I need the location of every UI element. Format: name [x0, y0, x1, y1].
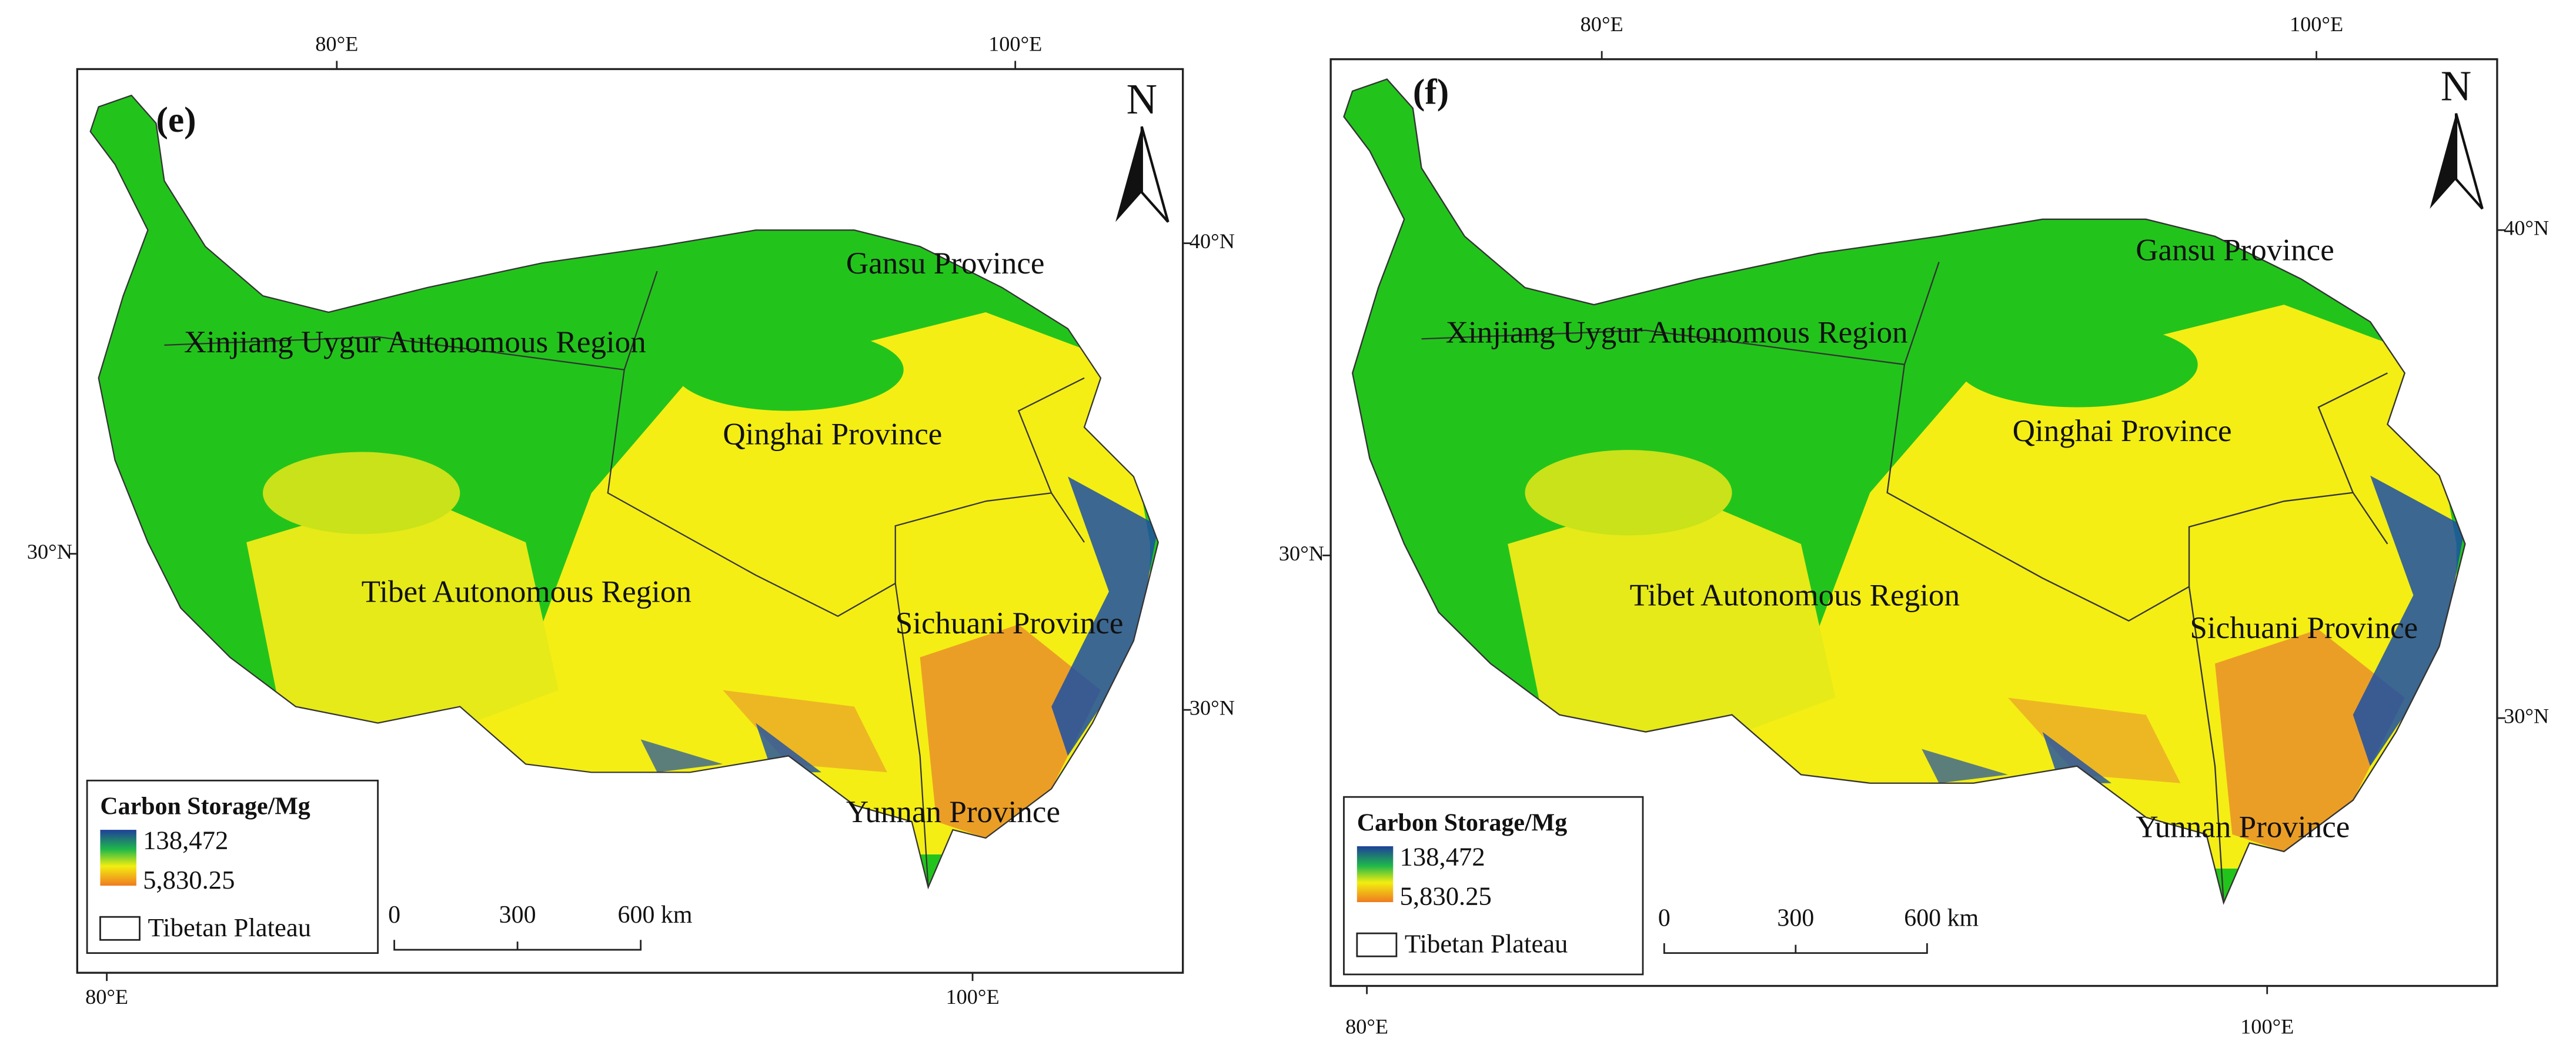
longitude-label: 100°E — [2240, 1014, 2294, 1038]
longitude-label: 80°E — [1345, 1014, 1388, 1038]
scale-label: 300 — [499, 902, 536, 929]
panel-label: (f) — [1413, 72, 1449, 112]
region-label: Yunnan Province — [846, 795, 1060, 829]
region-label: Sichuani Province — [2190, 611, 2418, 645]
north-arrow — [1140, 126, 1170, 223]
legend-high: 138,472 — [143, 826, 228, 855]
latitude-label: 30°N — [1279, 542, 1324, 565]
north-arrow — [2454, 113, 2484, 210]
region-label: Yunnan Province — [2136, 810, 2350, 844]
region-label: Qinghai Province — [2013, 414, 2232, 448]
longitude-label: 80°E — [315, 32, 358, 56]
scale-label: 300 — [1777, 904, 1814, 932]
longitude-label: 100°E — [945, 985, 999, 1009]
region-label: Gansu Province — [846, 246, 1045, 281]
legend-title: Carbon Storage/Mg — [1357, 809, 1567, 836]
longitude-label: 100°E — [988, 32, 1042, 56]
scale-bar — [393, 940, 642, 951]
legend-low: 5,830.25 — [143, 865, 235, 894]
region-label: Gansu Province — [2136, 233, 2334, 268]
longitude-label: 80°E — [85, 985, 128, 1009]
legend-high: 138,472 — [1399, 842, 1485, 872]
scale-label: 0 — [388, 902, 400, 929]
latitude-label: 30°N — [1190, 696, 1235, 719]
scale-label: 600 km — [1904, 904, 1979, 932]
panel-label: (e) — [156, 100, 196, 140]
legend-boundary: Tibetan Plateau — [148, 913, 311, 942]
region-label: Xinjiang Uygur Autonomous Region — [1446, 315, 1908, 349]
longitude-label: 100°E — [2290, 12, 2343, 36]
latitude-label: 40°N — [2504, 216, 2549, 240]
legend-outline-swatch — [99, 916, 141, 941]
scale-bar — [1663, 943, 1928, 954]
map-panel: 80°E 100°E 80°E 100°E 30°N 40°N 30°N (e) N Gansu … — [27, 32, 1235, 1009]
scale-label: 600 km — [618, 902, 693, 929]
latitude-label: 30°N — [27, 540, 72, 563]
region-label: Qinghai Province — [723, 418, 942, 452]
legend-ramp — [100, 830, 136, 886]
map-panel: 80°E 100°E 80°E 100°E 30°N 40°N 30°N (f) N Gansu … — [1279, 12, 2549, 1038]
region-label: Tibet Autonomous Region — [1630, 578, 1960, 612]
legend-boundary: Tibetan Plateau — [1405, 929, 1568, 959]
latitude-label: 40°N — [1190, 229, 1235, 253]
region-label: Sichuani Province — [896, 606, 1124, 640]
latitude-label: 30°N — [2504, 704, 2549, 727]
north-label: N — [1127, 75, 1157, 123]
legend-outline-swatch — [1356, 932, 1398, 957]
legend-title: Carbon Storage/Mg — [100, 793, 310, 820]
north-label: N — [2441, 62, 2471, 109]
north-arrow — [1115, 126, 1142, 222]
longitude-label: 80°E — [1581, 12, 1623, 36]
region-label: Tibet Autonomous Region — [362, 575, 691, 609]
legend-low: 5,830.25 — [1399, 882, 1491, 911]
region-label: Xinjiang Uygur Autonomous Region — [184, 325, 646, 359]
legend-ramp — [1357, 846, 1394, 903]
scale-label: 0 — [1658, 904, 1670, 932]
